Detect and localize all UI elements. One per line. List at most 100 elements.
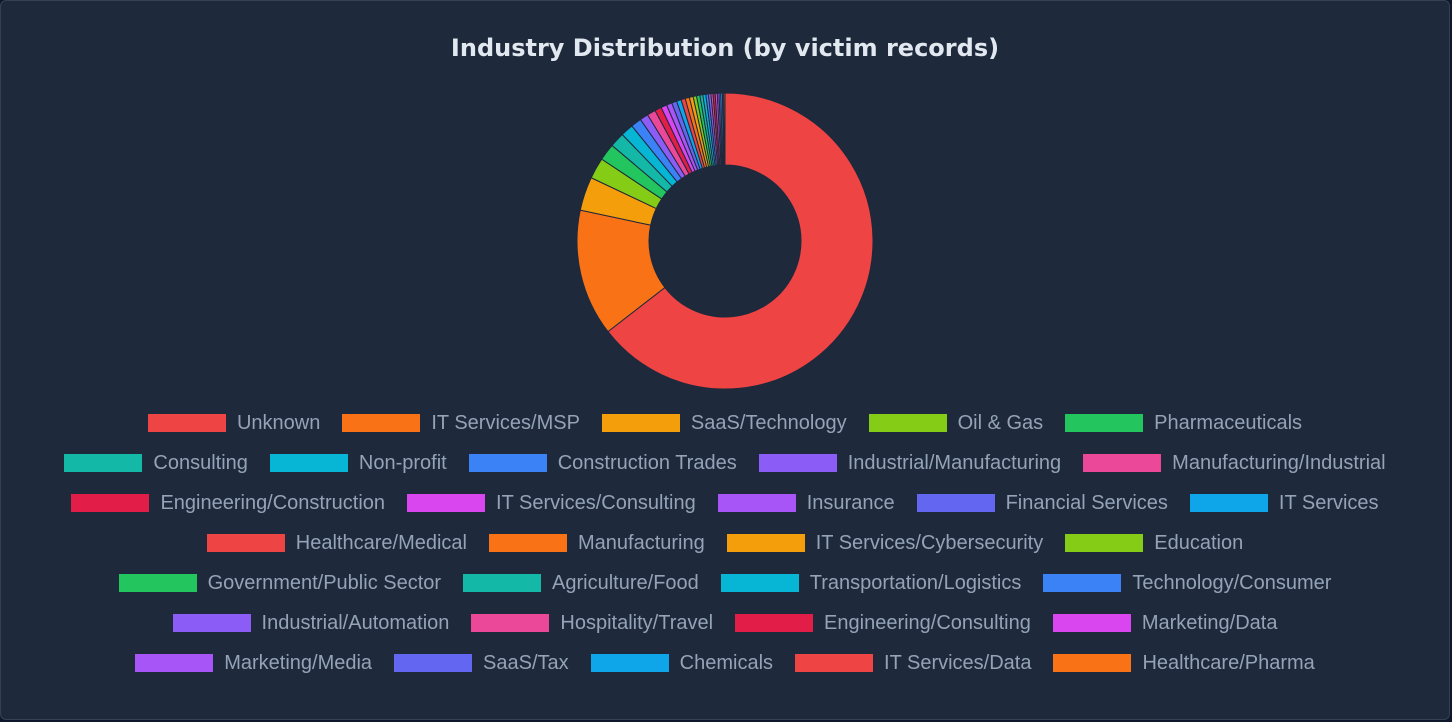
legend-row: Healthcare/Medical Manufacturing IT Servic… [1,523,1449,563]
legend-swatch [172,614,251,632]
legend-swatch [1052,614,1131,632]
legend-item-construction-trades[interactable]: Construction Trades [468,452,737,475]
legend-label: Industrial/Manufacturing [847,451,1062,474]
legend-swatch [118,574,197,592]
legend-swatch [206,534,285,552]
legend-label: Technology/Consumer [1132,571,1332,594]
legend-item-hospitality-travel[interactable]: Hospitality/Travel [471,612,713,635]
legend-label: Engineering/Consulting [824,611,1031,634]
legend-item-it-services-consulting[interactable]: IT Services/Consulting [407,492,696,515]
slice-healthcare-pharma[interactable] [723,92,726,166]
legend-item-marketing-media[interactable]: Marketing/Media [135,652,372,675]
legend-label: Hospitality/Travel [560,611,714,634]
legend-item-it-services-cybersecurity[interactable]: IT Services/Cybersecurity [726,531,1044,555]
legend-label: Financial Services [1005,491,1168,514]
legend-swatch [1065,534,1144,552]
legend-label: IT Services/Consulting [496,491,696,514]
legend-swatch [71,494,150,512]
legend-item-marketing-data[interactable]: Marketing/Data [1052,611,1278,635]
legend-label: IT Services/Data [884,651,1032,674]
legend-label: Chemicals [679,651,774,674]
legend-row: Engineering/Construction IT Services/Cons… [1,483,1449,523]
legend-item-industrial-manufacturing[interactable]: Industrial/Manufacturing [758,451,1062,475]
legend-swatch [590,654,669,672]
legend-swatch [1043,574,1122,592]
legend-swatch [726,534,805,552]
legend-label: Marketing/Media [224,651,373,674]
legend-item-manufacturing[interactable]: Manufacturing [489,532,705,555]
legend-swatch [1053,654,1132,672]
legend-row: Unknown IT Services/MSP SaaS/Technology Oil… [1,403,1449,443]
legend-item-technology-consumer[interactable]: Technology/Consumer [1043,572,1331,595]
legend-swatch [135,654,214,672]
legend-label: SaaS/Technology [690,411,847,434]
legend-item-it-services[interactable]: IT Services [1189,491,1379,515]
legend-swatch [471,614,550,632]
legend-item-education[interactable]: Education [1065,532,1243,555]
chart-legend: Unknown IT Services/MSP SaaS/Technology Oil… [1,403,1449,683]
legend-label: Unknown [236,411,321,434]
slice-unknown[interactable] [607,92,874,390]
legend-label: Industrial/Automation [261,611,450,634]
legend-swatch [1065,414,1144,432]
legend-item-unknown[interactable]: Unknown [147,411,321,435]
legend-label: IT Services/Cybersecurity [815,531,1044,554]
legend-swatch [601,414,680,432]
legend-label: Manufacturing/Industrial [1172,451,1386,474]
legend-item-engineering-consulting[interactable]: Engineering/Consulting [735,612,1031,635]
legend-item-healthcare-pharma[interactable]: Healthcare/Pharma [1053,651,1315,675]
legend-row: Government/Public Sector Agriculture/Food… [1,563,1449,603]
legend-item-financial-services[interactable]: Financial Services [916,491,1168,515]
legend-label: Oil & Gas [957,411,1044,434]
legend-label: Education [1154,531,1244,554]
legend-item-chemicals[interactable]: Chemicals [590,651,774,675]
legend-label: Non-profit [358,451,447,474]
legend-swatch [394,654,473,672]
legend-item-pharmaceuticals[interactable]: Pharmaceuticals [1065,412,1302,435]
legend-swatch [868,414,947,432]
legend-row: Consulting Non-profit Construction Trades I… [1,443,1449,483]
legend-label: Engineering/Construction [160,491,386,514]
legend-label: IT Services/MSP [431,411,580,434]
legend-item-saas-tax[interactable]: SaaS/Tax [394,652,569,675]
chart-title: Industry Distribution (by victim records… [450,34,1000,62]
legend-swatch [269,454,348,472]
legend-label: IT Services [1278,491,1379,514]
legend-item-it-services-msp[interactable]: IT Services/MSP [342,412,580,435]
legend-label: Healthcare/Pharma [1142,651,1315,674]
donut-chart [576,92,874,390]
legend-swatch [758,454,837,472]
legend-label: Consulting [153,451,248,474]
legend-swatch [342,414,421,432]
legend-label: Government/Public Sector [207,571,442,594]
legend-label: Insurance [806,491,895,514]
legend-swatch [147,414,226,432]
legend-item-government-public-sector[interactable]: Government/Public Sector [118,571,442,595]
legend-item-industrial-automation[interactable]: Industrial/Automation [172,611,450,635]
legend-label: Marketing/Data [1141,611,1278,634]
legend-item-agriculture-food[interactable]: Agriculture/Food [463,572,699,595]
legend-swatch [717,494,796,512]
legend-swatch [1083,454,1162,472]
legend-item-manufacturing-industrial[interactable]: Manufacturing/Industrial [1083,451,1386,475]
legend-swatch [735,614,814,632]
legend-item-healthcare-medical[interactable]: Healthcare/Medical [206,531,467,555]
legend-label: Manufacturing [578,531,705,554]
legend-swatch [489,534,567,552]
legend-swatch [463,574,542,592]
legend-item-consulting[interactable]: Consulting [64,452,248,475]
legend-swatch [720,574,799,592]
legend-label: Healthcare/Medical [295,531,467,554]
legend-swatch [407,494,486,512]
legend-row: Industrial/Automation Hospitality/Travel E… [1,603,1449,643]
legend-label: Transportation/Logistics [809,571,1022,594]
legend-item-insurance[interactable]: Insurance [717,491,895,515]
legend-item-engineering-construction[interactable]: Engineering/Construction [71,492,385,515]
legend-item-transportation-logistics[interactable]: Transportation/Logistics [720,571,1022,595]
legend-item-it-services-data[interactable]: IT Services/Data [795,652,1031,675]
legend-item-saas-technology[interactable]: SaaS/Technology [601,411,847,435]
legend-item-oil-gas[interactable]: Oil & Gas [868,411,1044,435]
legend-swatch [64,454,143,472]
legend-item-non-profit[interactable]: Non-profit [269,451,447,475]
